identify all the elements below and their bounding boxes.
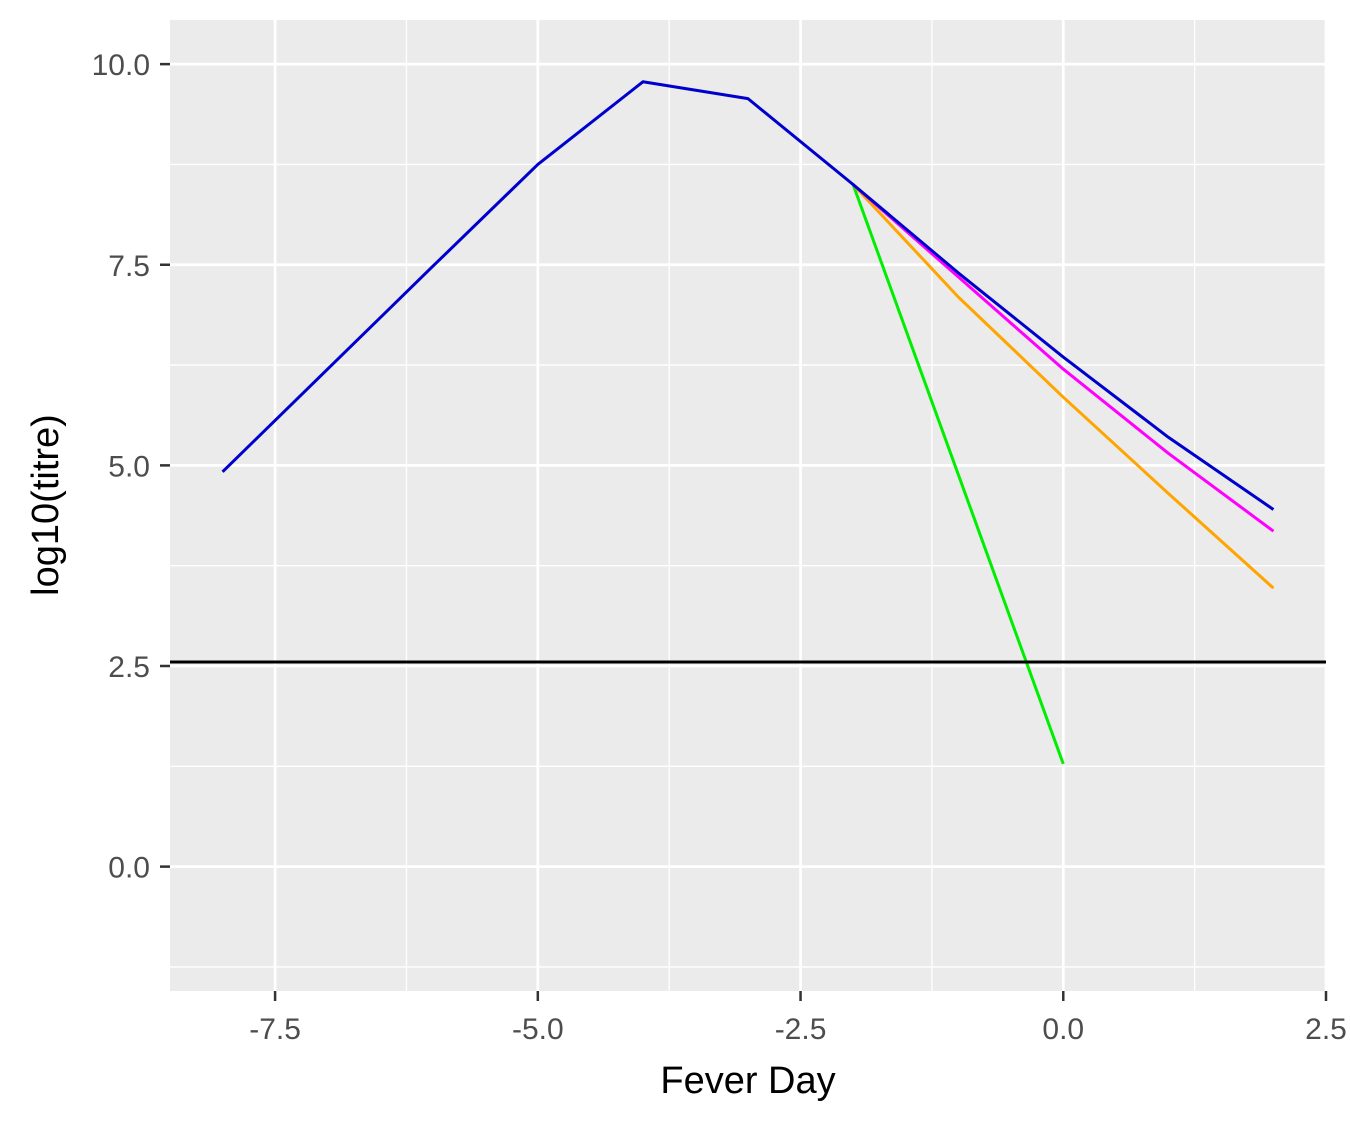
x-tick-label: 2.5 bbox=[1305, 1013, 1347, 1046]
minor-gridlines bbox=[170, 20, 1326, 991]
x-tick-label: -5.0 bbox=[512, 1013, 564, 1046]
x-axis-title: Fever Day bbox=[660, 1060, 835, 1102]
x-axis: -7.5 -5.0 -2.5 0.0 2.5 bbox=[249, 991, 1347, 1046]
panel-background bbox=[170, 20, 1326, 991]
y-tick-label: 7.5 bbox=[108, 250, 150, 283]
series-lines bbox=[221, 80, 1275, 765]
x-tick-label: -2.5 bbox=[775, 1013, 827, 1046]
y-tick-label: 0.0 bbox=[108, 852, 150, 885]
y-tick-label: 10.0 bbox=[92, 49, 150, 82]
x-tick-label: -7.5 bbox=[249, 1013, 301, 1046]
x-tick-label: 0.0 bbox=[1042, 1013, 1084, 1046]
series-line-2 bbox=[851, 183, 1275, 590]
series-line-1 bbox=[851, 183, 1065, 765]
series-line-4 bbox=[221, 80, 1275, 511]
y-tick-label: 2.5 bbox=[108, 651, 150, 684]
y-tick-label: 5.0 bbox=[108, 450, 150, 483]
major-gridlines bbox=[170, 20, 1328, 991]
y-axis: 0.0 2.5 5.0 7.5 10.0 bbox=[92, 49, 170, 885]
y-axis-title: log10(titre) bbox=[25, 414, 67, 596]
series-line-3 bbox=[852, 183, 1275, 533]
